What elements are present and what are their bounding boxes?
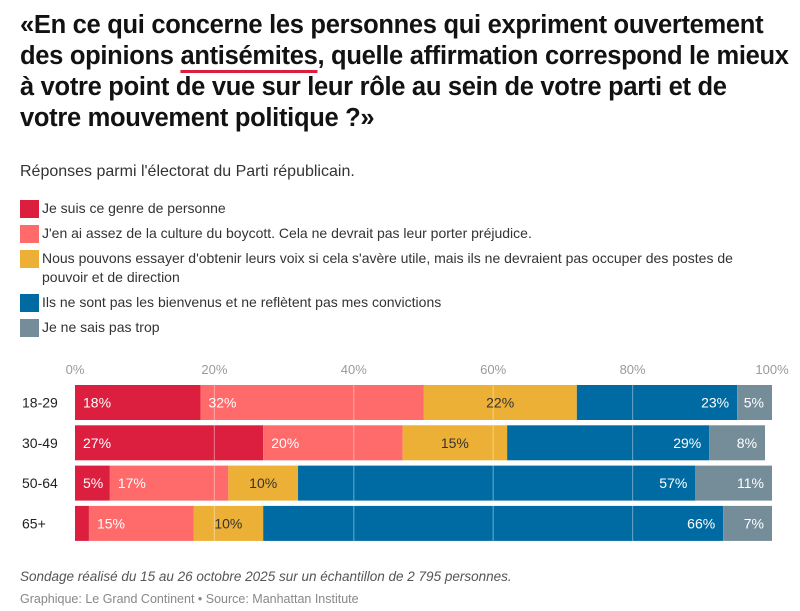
legend-item: J'en ai assez de la culture du boycott. … <box>20 224 790 243</box>
legend-label: Ils ne sont pas les bienvenus et ne refl… <box>42 294 442 310</box>
data-label: 20% <box>271 435 299 451</box>
legend-label: J'en ai assez de la culture du boycott. … <box>42 225 532 241</box>
legend-item: Nous pouvons essayer d'obtenir leurs voi… <box>20 249 790 287</box>
bar-segment <box>737 385 772 420</box>
bar-segment <box>75 385 201 420</box>
data-label: 11% <box>737 475 764 491</box>
data-label: 18% <box>83 395 111 411</box>
category-label: 30-49 <box>22 435 58 451</box>
legend: Je suis ce genre de personne J'en ai ass… <box>20 199 790 343</box>
data-label: 10% <box>249 475 277 491</box>
legend-item: Je suis ce genre de personne <box>20 199 790 218</box>
bar-segment <box>695 465 772 501</box>
data-label: 10% <box>214 515 242 531</box>
bar-segment <box>298 465 696 501</box>
x-tick-label: 80% <box>620 362 646 377</box>
bar-segment <box>88 505 194 541</box>
data-label: 22% <box>486 395 514 411</box>
bar-segment <box>193 505 264 541</box>
category-label: 18-29 <box>22 395 58 411</box>
bar-segment <box>228 465 299 501</box>
data-label: 23% <box>701 395 729 411</box>
bar-segment <box>507 425 710 461</box>
bar-segment <box>109 465 229 501</box>
bar-segment <box>263 505 724 541</box>
legend-swatch <box>20 319 39 337</box>
x-tick-label: 20% <box>201 362 227 377</box>
data-label: 32% <box>208 395 236 411</box>
bar-segment <box>709 425 766 461</box>
data-label: 8% <box>737 435 757 451</box>
bar-segment <box>402 425 508 461</box>
data-label: 66% <box>687 515 715 531</box>
legend-label: Nous pouvons essayer d'obtenir leurs voi… <box>42 250 733 285</box>
data-label: 29% <box>673 435 701 451</box>
title-part-1: «En ce qui concerne les personnes qui ex… <box>20 11 764 70</box>
legend-swatch <box>20 225 39 243</box>
data-label: 15% <box>441 435 469 451</box>
legend-swatch <box>20 250 39 268</box>
bar-segment <box>200 385 424 420</box>
bar-segment <box>576 385 738 420</box>
title-highlight: antisémites <box>180 42 318 70</box>
data-label: 5% <box>744 395 764 411</box>
source-credit: Graphique: Le Grand Continent • Source: … <box>20 592 359 606</box>
title-part-2: , quelle affirmation correspond le mieux… <box>20 42 789 132</box>
chart-subtitle: Réponses parmi l'électorat du Parti répu… <box>20 163 355 180</box>
legend-label: Je suis ce genre de personne <box>42 200 226 216</box>
category-label: 50-64 <box>22 475 58 491</box>
chart-title: «En ce qui concerne les personnes qui ex… <box>20 10 790 134</box>
data-label: 27% <box>83 435 111 451</box>
bar-segment <box>75 465 110 501</box>
data-label: 17% <box>118 475 146 491</box>
bar-segment <box>723 505 772 541</box>
x-tick-label: 100% <box>755 362 789 377</box>
legend-item: Ils ne sont pas les bienvenus et ne refl… <box>20 293 790 312</box>
bar-segment <box>423 385 577 420</box>
category-label: 65+ <box>22 515 46 531</box>
legend-label: Je ne sais pas trop <box>42 319 160 335</box>
legend-item: Je ne sais pas trop <box>20 318 790 337</box>
data-label: 15% <box>97 515 125 531</box>
data-label: 7% <box>744 515 764 531</box>
footnote: Sondage réalisé du 15 au 26 octobre 2025… <box>20 569 512 584</box>
bar-segment <box>75 425 264 461</box>
x-tick-label: 0% <box>66 362 85 377</box>
data-label: 5% <box>83 475 103 491</box>
data-label: 57% <box>659 475 687 491</box>
x-tick-label: 40% <box>341 362 367 377</box>
bar-segment <box>263 425 403 461</box>
legend-swatch <box>20 294 39 312</box>
legend-swatch <box>20 200 39 218</box>
x-tick-label: 60% <box>480 362 506 377</box>
stacked-bar-chart: 0% 20% 40% 60% 80% 100% 18-29 30-49 50-64 65+ 18% 3… <box>22 362 789 541</box>
bar-segment <box>75 505 89 541</box>
